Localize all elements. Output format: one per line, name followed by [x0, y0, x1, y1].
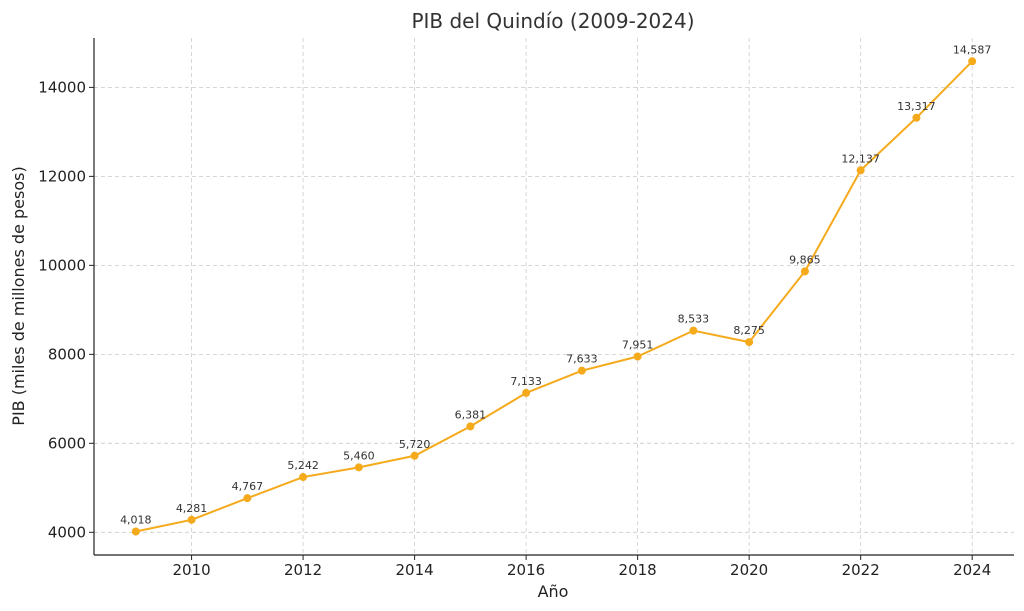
x-tick-label: 2018 [619, 561, 657, 579]
data-point [354, 463, 363, 472]
x-tick-label: 2012 [284, 561, 322, 579]
grid [94, 38, 1014, 555]
y-tick-label: 10000 [38, 256, 86, 274]
data-label: 14,587 [953, 43, 992, 56]
data-label: 7,951 [622, 339, 654, 352]
y-tick-label: 14000 [38, 78, 86, 96]
data-label: 13,317 [897, 100, 936, 113]
data-label: 4,018 [120, 514, 152, 527]
data-point [466, 422, 475, 431]
data-label: 4,281 [176, 502, 208, 515]
y-tick-label: 12000 [38, 167, 86, 185]
data-point [745, 338, 754, 347]
data-point [243, 494, 252, 503]
y-tick-label: 6000 [48, 434, 86, 452]
data-point [131, 527, 140, 536]
data-point [633, 352, 642, 361]
x-tick-label: 2022 [842, 561, 880, 579]
data-label: 7,133 [510, 375, 542, 388]
x-tick-label: 2010 [172, 561, 210, 579]
data-point [689, 326, 698, 335]
series [131, 57, 977, 536]
chart-title: PIB del Quindío (2009-2024) [411, 9, 694, 33]
data-label: 8,533 [678, 313, 710, 326]
data-point [968, 57, 977, 66]
data-point [912, 113, 921, 122]
data-point [299, 473, 308, 482]
data-label: 7,633 [566, 353, 598, 366]
y-tick-label: 8000 [48, 345, 86, 363]
data-point [410, 451, 419, 460]
x-tick-label: 2020 [730, 561, 768, 579]
data-label: 6,381 [455, 408, 487, 421]
y-tick-label: 4000 [48, 523, 86, 541]
x-tick-label: 2016 [507, 561, 545, 579]
data-label: 8,275 [733, 324, 765, 337]
x-axis-label: Año [538, 582, 569, 601]
series-line [135, 60, 973, 533]
axes: 2010 2012 2014 2016 2018 2020 2022 2024 4000 6000… [38, 38, 1014, 579]
data-point [187, 515, 196, 524]
data-point [800, 267, 809, 276]
data-label: 12,137 [841, 152, 880, 165]
data-point [522, 388, 531, 397]
x-tick-label: 2014 [396, 561, 434, 579]
data-point [856, 166, 865, 175]
data-label: 9,865 [789, 253, 821, 266]
data-labels: 4,018 4,281 4,767 5,242 5,460 5,720 6,381 7,133… [120, 43, 991, 526]
data-label: 5,720 [399, 438, 431, 451]
data-point [577, 366, 586, 375]
y-axis-label: PIB (miles de millones de pesos) [9, 166, 28, 425]
data-label: 5,242 [287, 459, 319, 472]
data-label: 4,767 [232, 480, 264, 493]
x-tick-label: 2024 [953, 561, 991, 579]
data-label: 5,460 [343, 449, 375, 462]
